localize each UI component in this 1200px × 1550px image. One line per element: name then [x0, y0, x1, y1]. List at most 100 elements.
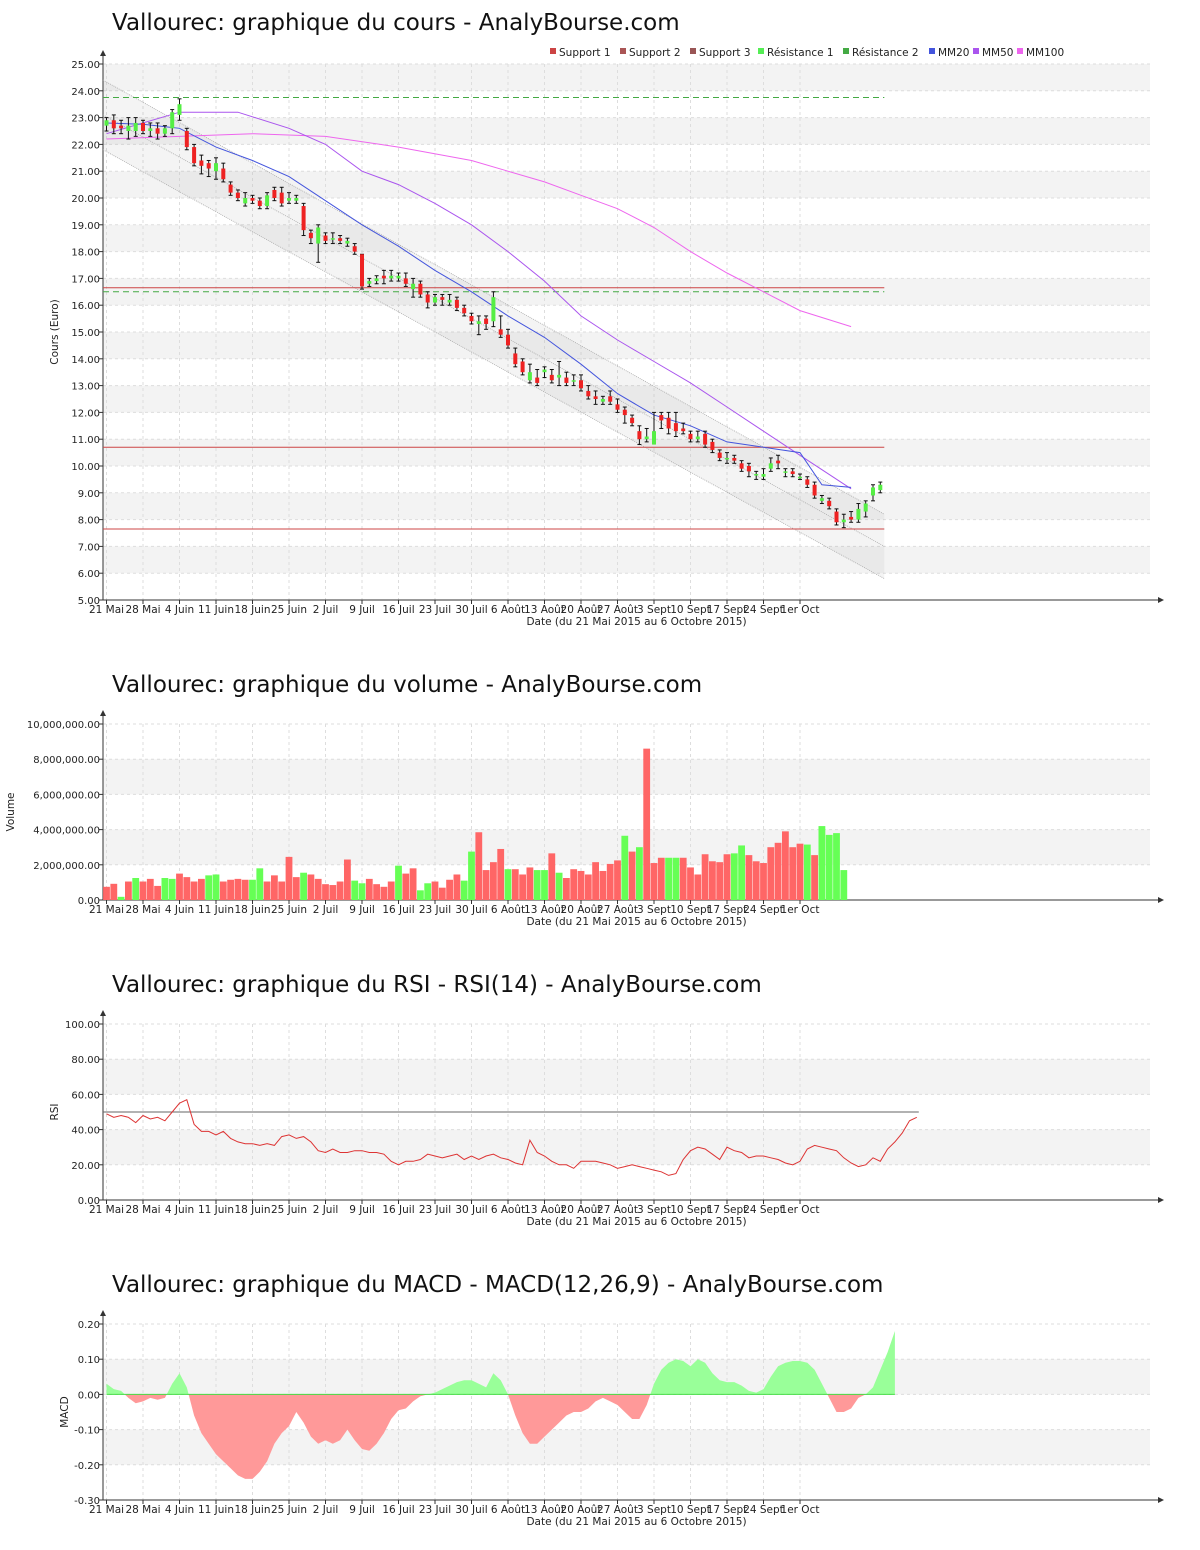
volume-bar: [570, 869, 578, 900]
legend-swatch: [758, 48, 764, 54]
mm20-line: [106, 122, 852, 488]
candle-body: [695, 436, 700, 440]
rsi-chart-title: Vallourec: graphique du RSI - RSI(14) - …: [112, 972, 762, 998]
rsi-x-tick-label: 3 Sept: [637, 1204, 671, 1216]
macd-x-tick-label: 13 Août: [524, 1504, 565, 1516]
candle-body: [484, 318, 489, 324]
volume-bar: [694, 874, 702, 900]
candle-body: [849, 516, 854, 520]
price-x-tick-label: 28 Mai: [125, 604, 160, 616]
volume-bar: [271, 875, 278, 900]
volume-bar: [292, 877, 300, 900]
candle-body: [243, 198, 248, 204]
price-y-tick-label: 5.00: [78, 596, 100, 607]
candle-body: [615, 404, 620, 410]
macd-x-axis-arrow: [1158, 1497, 1164, 1503]
candle-body: [330, 238, 335, 240]
volume-bar: [745, 855, 753, 900]
volume-bar: [614, 860, 621, 900]
candle-body: [600, 399, 605, 402]
candle-body: [827, 500, 832, 507]
legend-swatch: [843, 48, 849, 54]
candle-body: [805, 479, 810, 485]
price-y-tick-label: 24.00: [71, 87, 100, 98]
candle-body: [206, 163, 211, 169]
volume-bar: [417, 890, 424, 900]
volume-bar: [752, 861, 760, 900]
candle-body: [250, 198, 255, 201]
rsi-y-axis-arrow: [100, 1010, 106, 1016]
volume-bar: [730, 853, 738, 900]
rsi-y-tick-label: 100.00: [65, 1020, 100, 1031]
candle-body: [717, 452, 722, 458]
volume-x-tick-label: 21 Mai: [89, 904, 124, 916]
price-y-axis-arrow: [100, 50, 106, 56]
candle-body: [440, 297, 445, 300]
volume-bar: [818, 826, 826, 900]
volume-bar: [497, 848, 505, 900]
candle-body: [403, 278, 408, 284]
volume-bar: [431, 881, 439, 900]
candle-body: [776, 460, 781, 464]
rsi-y-axis-title: RSI: [49, 1103, 61, 1120]
candle-body: [520, 361, 525, 373]
price-x-tick-label: 25 Juin: [271, 604, 307, 616]
volume-bar: [168, 878, 176, 900]
rsi-x-tick-label: 16 Juil: [382, 1204, 414, 1216]
candle-body: [739, 463, 744, 469]
volume-y-tick-label: 8,000,000.00: [33, 755, 100, 766]
candle-body: [768, 463, 773, 469]
macd-x-tick-label: 2 Juil: [313, 1504, 339, 1516]
volume-bar: [395, 865, 402, 900]
rsi-y-tick-label: 20.00: [71, 1161, 100, 1172]
macd-x-axis-title: Date (du 21 Mai 2015 au 6 Octobre 2015): [526, 1516, 746, 1528]
price-y-tick-label: 17.00: [71, 274, 100, 285]
price-x-tick-label: 1er Oct: [781, 604, 820, 616]
candle-body: [498, 329, 503, 335]
candle-body: [637, 431, 642, 440]
candle-body: [812, 484, 817, 496]
price-x-tick-label: 13 Août: [524, 604, 565, 616]
volume-bar: [300, 872, 307, 900]
macd-x-tick-label: 10 Sept: [670, 1504, 711, 1516]
mm100-line: [106, 133, 852, 328]
rsi-x-axis-arrow: [1158, 1197, 1164, 1203]
rsi-x-tick-label: 28 Mai: [125, 1204, 160, 1216]
volume-bar: [541, 870, 548, 900]
price-grid-band: [103, 64, 1150, 91]
volume-y-tick-label: 2,000,000.00: [33, 861, 100, 872]
price-y-tick-label: 21.00: [71, 167, 100, 178]
volume-bar: [760, 863, 767, 900]
price-x-tick-label: 23 Juil: [419, 604, 451, 616]
volume-bar: [782, 831, 789, 900]
volume-bar: [490, 862, 497, 900]
candle-body: [673, 423, 678, 432]
legend-label: Résistance 2: [852, 47, 919, 59]
volume-bar: [117, 896, 125, 900]
volume-bar: [125, 881, 132, 900]
rsi-x-tick-label: 2 Juil: [313, 1204, 339, 1216]
candle-body: [790, 471, 795, 475]
price-grid-band: [103, 171, 1150, 198]
volume-x-tick-label: 2 Juil: [313, 904, 339, 916]
macd-x-tick-label: 30 Juil: [455, 1504, 487, 1516]
candle-body: [425, 294, 430, 303]
volume-bar: [738, 845, 745, 900]
rsi-y-tick-label: 60.00: [71, 1090, 100, 1101]
rsi-x-tick-label: 9 Juil: [349, 1204, 375, 1216]
candle-body: [104, 120, 109, 126]
price-y-tick-label: 7.00: [78, 542, 100, 553]
candle-body: [170, 112, 175, 129]
candle-body: [557, 374, 562, 378]
rsi-x-axis-title: Date (du 21 Mai 2015 au 6 Octobre 2015): [526, 1216, 746, 1228]
candle-body: [360, 254, 364, 287]
volume-x-tick-label: 11 Juin: [198, 904, 234, 916]
legend-swatch: [929, 48, 935, 54]
rsi-x-tick-label: 30 Juil: [455, 1204, 487, 1216]
candle-body: [374, 278, 379, 282]
macd-x-tick-label: 11 Juin: [198, 1504, 234, 1516]
candle-body: [644, 436, 649, 440]
volume-bar: [796, 843, 804, 900]
volume-y-tick-label: 4,000,000.00: [33, 826, 100, 837]
legend-swatch: [690, 48, 696, 54]
